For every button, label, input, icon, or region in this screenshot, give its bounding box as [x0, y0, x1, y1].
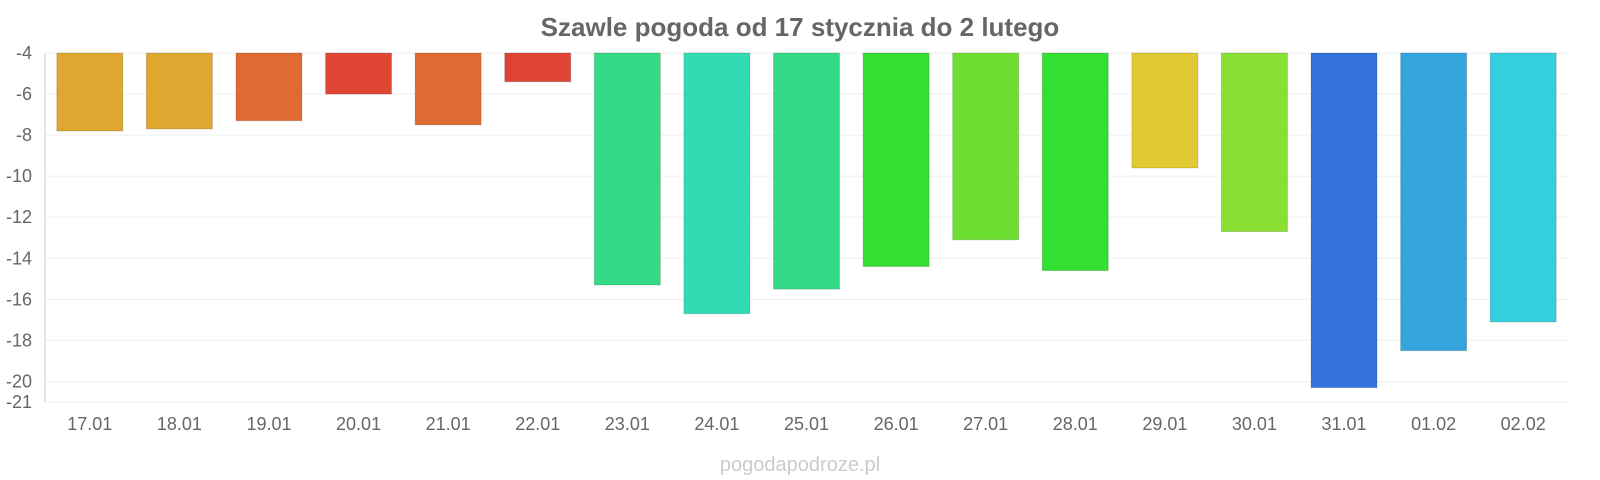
x-tick-label: 29.01 [1142, 414, 1187, 434]
x-tick-label: 26.01 [874, 414, 919, 434]
bar-21.01 [414, 52, 482, 126]
bar-02.02 [1489, 52, 1557, 323]
x-tick-label: 18.01 [157, 414, 202, 434]
y-tick-label: -10 [6, 166, 32, 186]
y-tick-label: -16 [6, 289, 32, 309]
bar-30.01 [1220, 52, 1288, 233]
x-tick-label: 24.01 [694, 414, 739, 434]
x-tick-label: 02.02 [1501, 414, 1546, 434]
bar-31.01 [1310, 52, 1378, 389]
x-tick-label: 17.01 [67, 414, 112, 434]
x-tick-label: 31.01 [1322, 414, 1367, 434]
y-tick-label: -18 [6, 330, 32, 350]
y-tick-label: -6 [16, 84, 32, 104]
bar-26.01 [862, 52, 930, 268]
bar-01.02 [1400, 52, 1468, 352]
x-axis: 17.01 18.01 19.01 20.01 21.01 22.01 23.01 24.01… [67, 414, 1545, 434]
y-tick-label: -14 [6, 248, 32, 268]
bar-27.01 [952, 52, 1020, 241]
bar-19.01 [235, 52, 303, 122]
y-axis: -4 -6 -8 -10 -12 -14 -16 -18 -20-21 [6, 43, 46, 412]
x-tick-label: 20.01 [336, 414, 381, 434]
bar-22.01 [504, 52, 572, 83]
bar-17.01 [56, 52, 124, 132]
y-tick-label: -21 [6, 392, 32, 412]
y-tick-label: -20 [6, 371, 32, 391]
x-tick-label: 01.02 [1411, 414, 1456, 434]
bar-24.01 [683, 52, 751, 315]
y-tick-label: -4 [16, 43, 32, 63]
y-tick-label: -12 [6, 207, 32, 227]
x-tick-label: 23.01 [605, 414, 650, 434]
x-tick-label: 19.01 [246, 414, 291, 434]
watermark-text: pogodapodroze.pl [720, 454, 880, 476]
chart-title: Szawle pogoda od 17 stycznia do 2 lutego [541, 12, 1060, 42]
bars [56, 52, 1557, 389]
bar-20.01 [325, 52, 393, 95]
bar-29.01 [1131, 52, 1199, 169]
x-tick-label: 21.01 [426, 414, 471, 434]
bar-28.01 [1041, 52, 1109, 272]
bar-23.01 [593, 52, 661, 286]
y-tick-label: -8 [16, 125, 32, 145]
x-tick-label: 28.01 [1053, 414, 1098, 434]
bar-25.01 [773, 52, 840, 290]
x-tick-label: 30.01 [1232, 414, 1277, 434]
x-tick-label: 27.01 [963, 414, 1008, 434]
x-tick-label: 25.01 [784, 414, 829, 434]
bar-18.01 [145, 52, 213, 130]
x-tick-label: 22.01 [515, 414, 560, 434]
